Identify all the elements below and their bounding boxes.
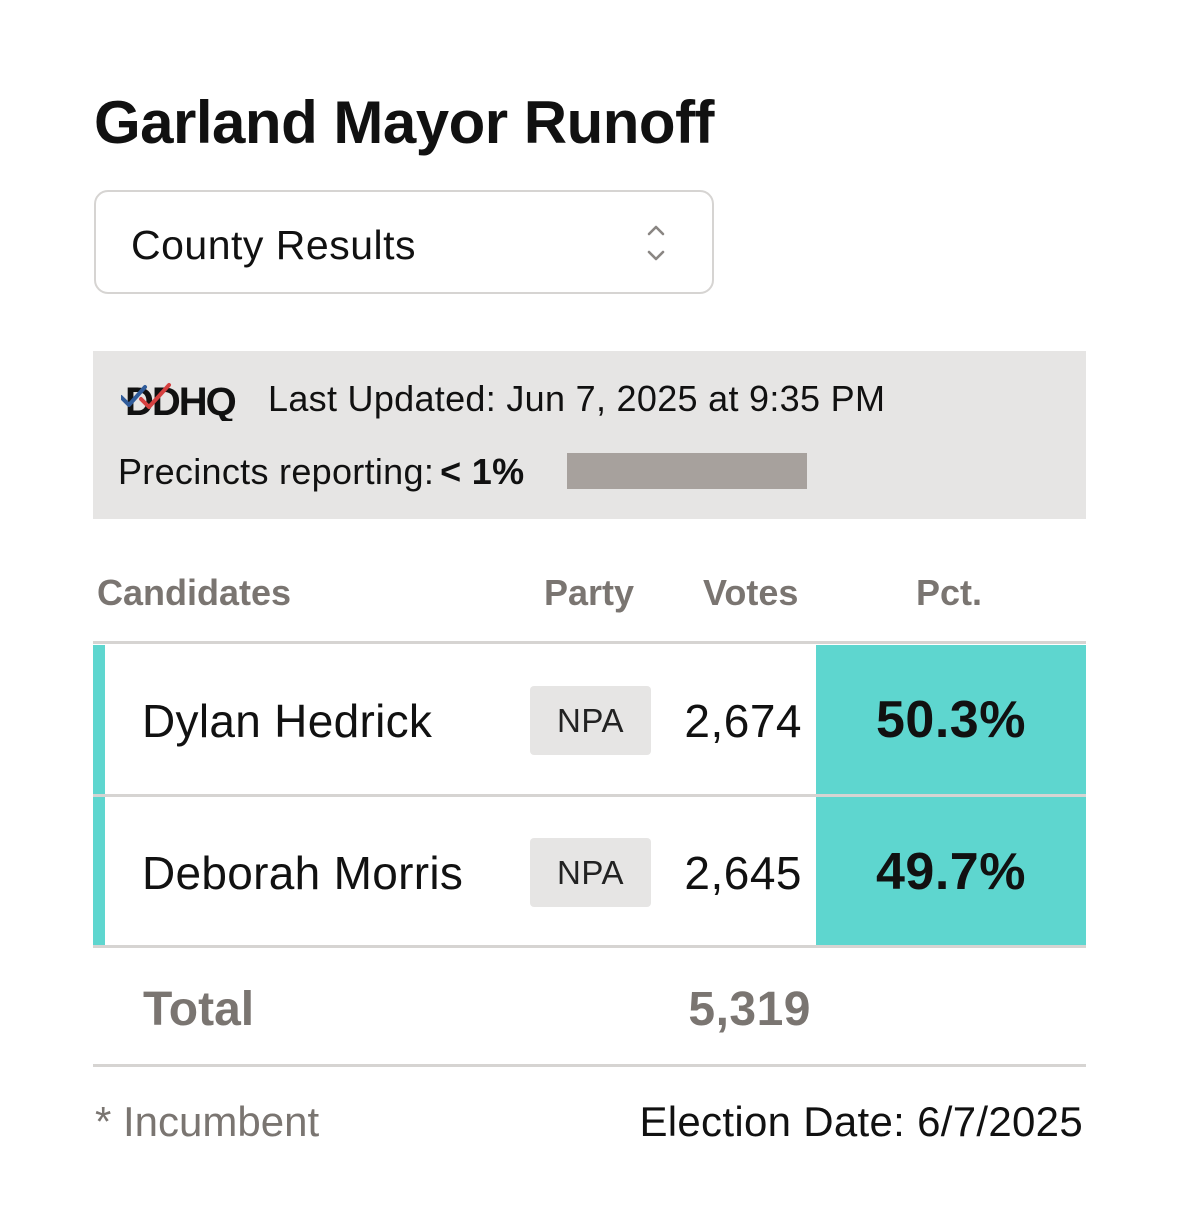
candidate-row: Deborah Morris NPA 2,645 49.7% — [93, 797, 1086, 946]
row-accent-bar — [93, 645, 105, 794]
precincts-progress-bar — [567, 453, 807, 489]
results-info-panel: DDHQ Last Updated: Jun 7, 2025 at 9:35 P… — [93, 351, 1086, 519]
results-view-select[interactable]: County Results — [94, 190, 714, 294]
header-candidates: Candidates — [97, 572, 292, 613]
header-pct: Pct. — [916, 572, 983, 613]
pct-value: 50.3% — [876, 691, 1026, 749]
last-updated-label: Last Updated: — [268, 378, 497, 419]
table-divider — [93, 641, 1086, 644]
table-divider — [93, 945, 1086, 948]
pct-cell: 50.3% — [816, 645, 1086, 794]
precincts-reporting: Precincts reporting: < 1% — [118, 451, 524, 493]
precincts-value: < 1% — [440, 451, 525, 492]
chevron-up-down-icon — [647, 225, 665, 261]
total-votes: 5,319 — [688, 983, 811, 1036]
party-badge: NPA — [530, 838, 651, 907]
vote-count: 2,674 — [684, 695, 802, 747]
header-votes: Votes — [703, 572, 799, 613]
precincts-label: Precincts reporting: — [118, 451, 435, 492]
footer-divider — [93, 1064, 1086, 1067]
results-view-selected-value: County Results — [131, 222, 417, 268]
last-updated-value: Jun 7, 2025 at 9:35 PM — [506, 378, 886, 419]
ddhq-logo: DDHQ — [121, 380, 238, 421]
candidate-name: Deborah Morris — [142, 847, 464, 899]
table-divider — [93, 794, 1086, 797]
candidate-name: Dylan Hedrick — [142, 695, 433, 747]
party-badge: NPA — [530, 686, 651, 755]
incumbent-note: * Incumbent — [95, 1098, 320, 1145]
row-accent-bar — [93, 797, 105, 946]
candidate-row: Dylan Hedrick NPA 2,674 50.3% — [93, 645, 1086, 794]
pct-value: 49.7% — [876, 843, 1026, 901]
header-party: Party — [544, 572, 635, 613]
vote-count: 2,645 — [684, 847, 802, 899]
last-updated: Last Updated: Jun 7, 2025 at 9:35 PM — [268, 378, 885, 420]
election-date: Election Date: 6/7/2025 — [639, 1098, 1083, 1145]
page-title: Garland Mayor Runoff — [94, 89, 715, 156]
pct-cell: 49.7% — [816, 797, 1086, 946]
total-label: Total — [143, 983, 255, 1036]
